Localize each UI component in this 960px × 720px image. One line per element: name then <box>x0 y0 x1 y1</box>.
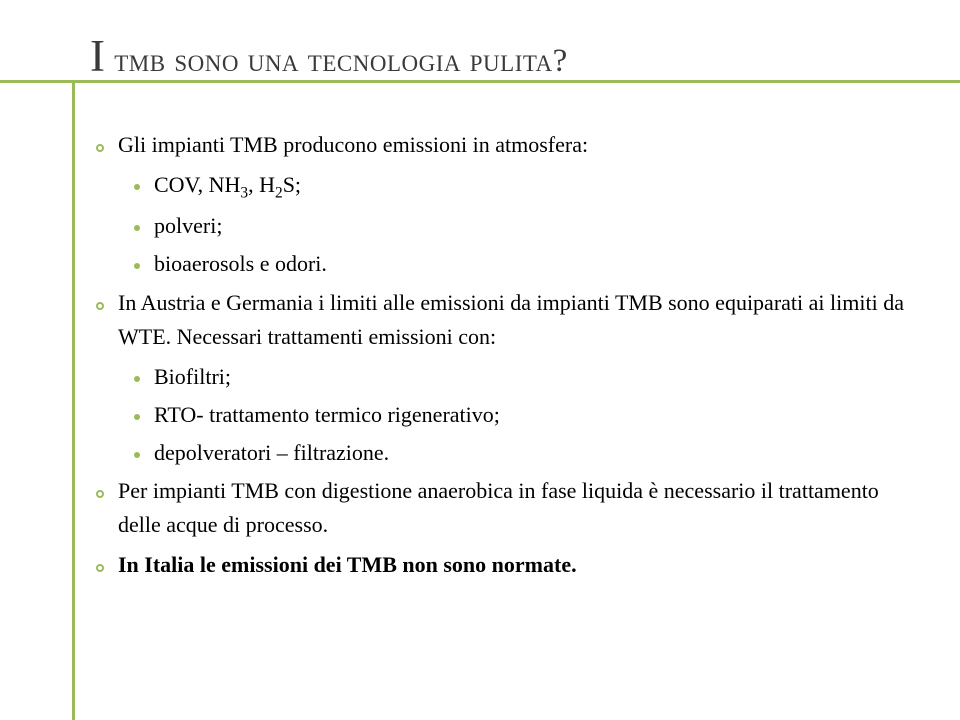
bullet-text-bold: In Italia le emissioni dei TMB non sono … <box>118 548 912 582</box>
bullet-text: Per impianti TMB con digestione anaerobi… <box>118 474 912 542</box>
title-rest: tmb sono una tecnologia pulita? <box>106 43 568 79</box>
sub-bullet-text: RTO- trattamento termico rigenerativo; <box>154 398 912 432</box>
bullet-marker-ring <box>96 291 104 354</box>
bullet-marker-disc <box>134 442 140 470</box>
bullet-marker-disc <box>134 366 140 394</box>
sub-bullet-item: polveri; <box>134 209 912 243</box>
sub-bullet-item: depolveratori – filtrazione. <box>134 436 912 470</box>
bullet-item: In Italia le emissioni dei TMB non sono … <box>96 548 912 582</box>
bullet-item: Gli impianti TMB producono emissioni in … <box>96 128 912 162</box>
bullet-marker-disc <box>134 253 140 281</box>
bullet-marker-disc <box>134 215 140 243</box>
content-area: Gli impianti TMB producono emissioni in … <box>96 128 912 588</box>
sub-bullet-text: depolveratori – filtrazione. <box>154 436 912 470</box>
vertical-rule <box>72 82 75 720</box>
sub-bullet-item: RTO- trattamento termico rigenerativo; <box>134 398 912 432</box>
sub-bullet-text: bioaerosols e odori. <box>154 247 912 281</box>
title-first-letter: I <box>90 31 106 81</box>
sub-bullet-text: polveri; <box>154 209 912 243</box>
horizontal-rule <box>0 80 960 83</box>
bullet-marker-ring <box>96 553 104 582</box>
sub-bullet-item: COV, NH3, H2S; <box>134 168 912 205</box>
bullet-text: In Austria e Germania i limiti alle emis… <box>118 286 912 354</box>
bullet-marker-ring <box>96 479 104 542</box>
bullet-marker-disc <box>134 174 140 205</box>
sub-bullet-text: COV, NH3, H2S; <box>154 168 912 205</box>
slide: I tmb sono una tecnologia pulita? Gli im… <box>0 0 960 720</box>
sub-bullet-text: Biofiltri; <box>154 360 912 394</box>
bullet-text: Gli impianti TMB producono emissioni in … <box>118 128 912 162</box>
bullet-item: Per impianti TMB con digestione anaerobi… <box>96 474 912 542</box>
bullet-item: In Austria e Germania i limiti alle emis… <box>96 286 912 354</box>
sub-bullet-item: Biofiltri; <box>134 360 912 394</box>
slide-title: I tmb sono una tecnologia pulita? <box>90 30 920 82</box>
sub-bullet-item: bioaerosols e odori. <box>134 247 912 281</box>
bullet-marker-ring <box>96 133 104 162</box>
bullet-marker-disc <box>134 404 140 432</box>
